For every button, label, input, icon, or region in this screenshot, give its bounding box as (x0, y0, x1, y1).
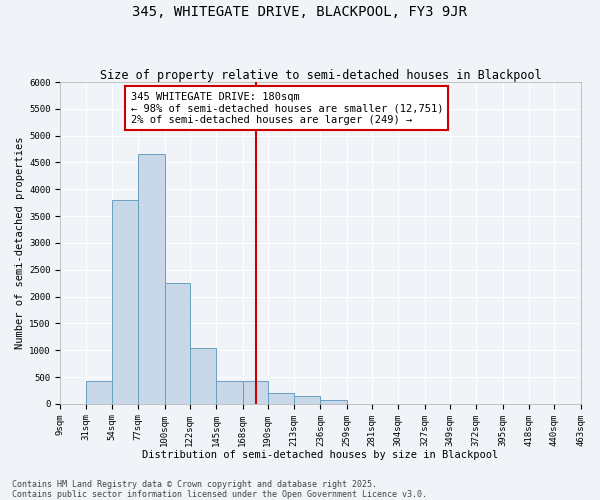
Title: Size of property relative to semi-detached houses in Blackpool: Size of property relative to semi-detach… (100, 69, 541, 82)
Bar (86, 381, 112, 404)
Bar (268, 393, 294, 404)
Bar (242, 381, 268, 404)
Bar (320, 400, 347, 404)
Bar (294, 396, 320, 404)
Bar (112, 200, 138, 404)
Text: 345, WHITEGATE DRIVE, BLACKPOOL, FY3 9JR: 345, WHITEGATE DRIVE, BLACKPOOL, FY3 9JR (133, 5, 467, 19)
Bar (138, 154, 164, 404)
Bar (164, 283, 190, 404)
Bar (216, 381, 242, 404)
Bar (190, 348, 216, 404)
Text: 345 WHITEGATE DRIVE: 180sqm
← 98% of semi-detached houses are smaller (12,751)
2: 345 WHITEGATE DRIVE: 180sqm ← 98% of sem… (131, 92, 443, 125)
X-axis label: Distribution of semi-detached houses by size in Blackpool: Distribution of semi-detached houses by … (142, 450, 499, 460)
Text: Contains HM Land Registry data © Crown copyright and database right 2025.
Contai: Contains HM Land Registry data © Crown c… (12, 480, 427, 499)
Y-axis label: Number of semi-detached properties: Number of semi-detached properties (15, 136, 25, 349)
